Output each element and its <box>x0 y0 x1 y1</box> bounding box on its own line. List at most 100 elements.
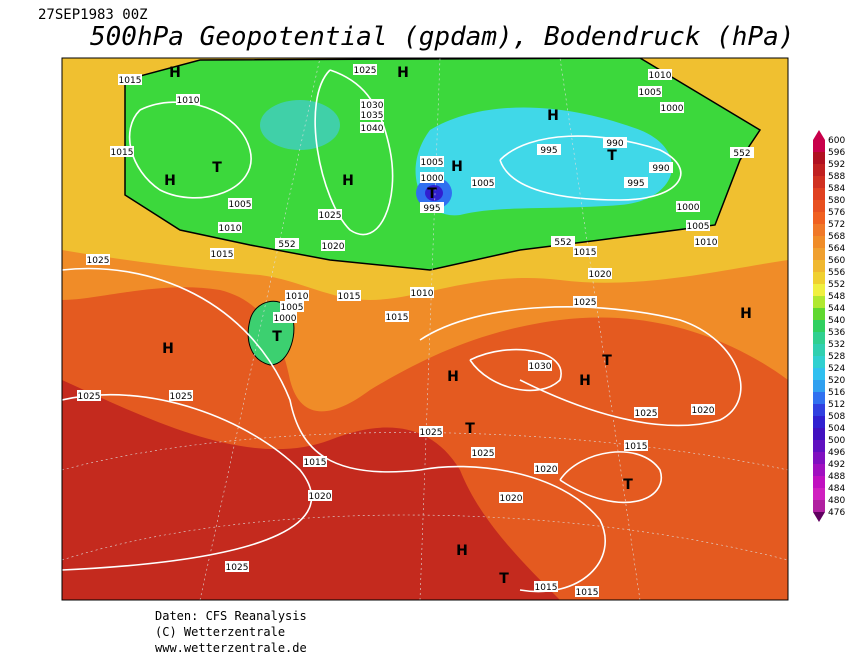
isobar-label-bg <box>176 94 200 105</box>
isobar-label-bg <box>660 102 684 113</box>
colorbar-swatch <box>813 224 825 236</box>
pressure-center: H <box>579 373 591 389</box>
colorbar-label: 548 <box>828 292 845 302</box>
isobar-label: 1020 <box>322 242 345 252</box>
isobar-label-bg <box>169 390 193 401</box>
graticule <box>62 58 788 600</box>
isobar-label-bg <box>337 290 361 301</box>
colorbar-swatch <box>813 440 825 452</box>
colorbar-label: 564 <box>828 244 845 254</box>
isobar-label-bg <box>308 490 332 501</box>
isobar-label-bg <box>551 236 575 247</box>
isobar-label: 1020 <box>692 406 715 416</box>
isobar-label: 1015 <box>625 442 648 452</box>
colorbar-label: 484 <box>828 484 845 494</box>
colorbar-swatch <box>813 260 825 272</box>
footer-url: www.wetterzentrale.de <box>155 641 307 655</box>
colorbar-label: 560 <box>828 256 845 266</box>
isobar-label: 990 <box>606 139 623 149</box>
isobar-label-bg <box>634 407 658 418</box>
isobar-label-bg <box>471 177 495 188</box>
isobar-label-bg <box>303 456 327 467</box>
isobar-label-bg <box>275 238 299 249</box>
colorbar-swatch <box>813 368 825 380</box>
isobar-label: 1015 <box>211 250 234 260</box>
isobar-label: 1025 <box>574 298 597 308</box>
isobar-label: 1010 <box>695 238 718 248</box>
field-darkblue <box>425 185 443 201</box>
colorbar-swatch <box>813 380 825 392</box>
isobar-label-bg <box>110 146 134 157</box>
colorbar-swatch <box>813 320 825 332</box>
colorbar-label: 552 <box>828 280 845 290</box>
colorbar-swatch <box>813 452 825 464</box>
isobar-label: 1015 <box>119 76 142 86</box>
isobar-label-bg <box>273 312 297 323</box>
pressure-center: T <box>607 148 617 164</box>
isobar-label: 1030 <box>529 362 552 372</box>
isobar-label-bg <box>410 287 434 298</box>
colorbar-label: 592 <box>828 160 845 170</box>
isobar-label-bg <box>649 162 673 173</box>
isobar-label: 995 <box>423 204 440 214</box>
isobar-label: 552 <box>733 149 750 159</box>
colorbar-label: 508 <box>828 412 845 422</box>
colorbar-label: 568 <box>828 232 845 242</box>
colorbar-label: 596 <box>828 148 845 158</box>
isobar-label-bg <box>624 440 648 451</box>
isobar-label-bg <box>280 301 304 312</box>
isobar-label: 1020 <box>535 465 558 475</box>
isobar-label-bg <box>353 64 377 75</box>
isobar-label: 1005 <box>229 200 252 210</box>
isobar-label: 1015 <box>574 248 597 258</box>
colorbar-swatch <box>813 464 825 476</box>
colorbar-label: 544 <box>828 304 845 314</box>
colorbar-label: 512 <box>828 400 845 410</box>
isobar-label: 1005 <box>639 88 662 98</box>
isobar-label: 1005 <box>281 303 304 313</box>
isobar-label: 1005 <box>421 158 444 168</box>
isobar-label: 1025 <box>354 66 377 76</box>
isobar-label-bg <box>686 220 710 231</box>
colorbar-label: 488 <box>828 472 845 482</box>
colorbar-label: 480 <box>828 496 845 506</box>
isobar-label: 1025 <box>420 428 443 438</box>
isobar-label-bg <box>638 86 662 97</box>
isobar-label-bg <box>218 222 242 233</box>
pressure-center: T <box>465 421 475 437</box>
isobar-label-bg <box>537 144 561 155</box>
isobar-label: 1025 <box>226 563 249 573</box>
isobar-label: 1000 <box>661 104 684 114</box>
colorbar-swatch <box>813 236 825 248</box>
pressure-center: H <box>740 306 752 322</box>
colorbar-label: 516 <box>828 388 845 398</box>
colorbar-label: 504 <box>828 424 845 434</box>
pressure-center: H <box>547 108 559 124</box>
isobar-label-bg <box>420 156 444 167</box>
isobar-label: 1035 <box>361 111 384 121</box>
colorbar-swatch <box>813 476 825 488</box>
colorbar-label: 520 <box>828 376 845 386</box>
colorbar-swatch <box>813 404 825 416</box>
colorbar-label: 556 <box>828 268 845 278</box>
isobar-label-bg <box>420 202 444 213</box>
pressure-center: H <box>164 173 176 189</box>
isobar-label-bg <box>694 236 718 247</box>
colorbar-swatch <box>813 344 825 356</box>
colorbar-label: 496 <box>828 448 845 458</box>
colorbar-label: 532 <box>828 340 845 350</box>
colorbar-swatch <box>813 308 825 320</box>
isobar-label: 552 <box>278 240 295 250</box>
isobar-label-bg <box>648 69 672 80</box>
colorbar-label: 600 <box>828 136 845 146</box>
colorbar-swatch <box>813 296 825 308</box>
pressure-center: H <box>451 159 463 175</box>
colorbar-swatch <box>813 416 825 428</box>
colorbar-label: 540 <box>828 316 845 326</box>
colorbar-swatch <box>813 176 825 188</box>
field-teal <box>260 100 340 150</box>
isobars <box>62 69 742 593</box>
colorbar-bottom-arrow <box>813 512 825 522</box>
colorbar-swatch <box>813 152 825 164</box>
